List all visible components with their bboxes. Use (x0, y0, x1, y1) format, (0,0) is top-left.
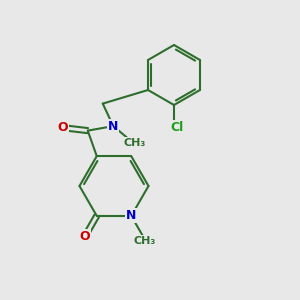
Text: N: N (108, 120, 119, 133)
Text: CH₃: CH₃ (123, 138, 146, 148)
Text: O: O (80, 230, 90, 243)
Text: N: N (126, 209, 136, 222)
Text: CH₃: CH₃ (134, 236, 156, 246)
Text: O: O (57, 121, 68, 134)
Text: Cl: Cl (170, 121, 184, 134)
